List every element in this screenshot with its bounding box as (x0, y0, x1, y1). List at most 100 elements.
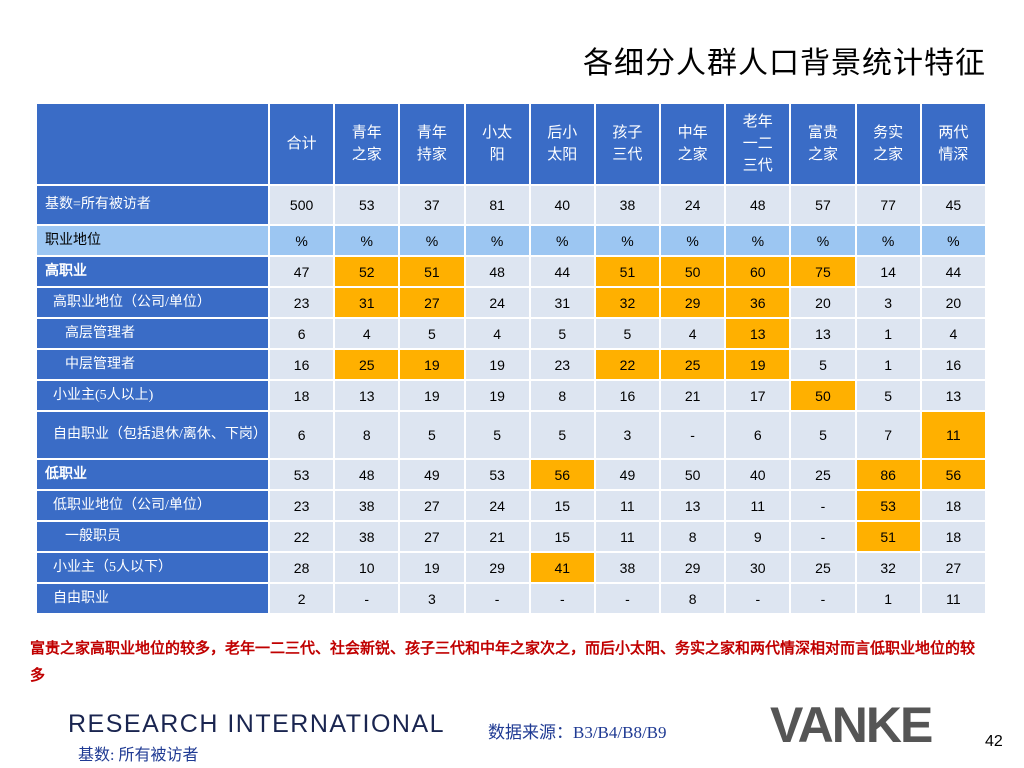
table-cell: 4 (919, 317, 988, 350)
table-cell: 6 (724, 410, 792, 460)
row-label: 小业主（5人以下） (35, 551, 270, 584)
table-cell: 6 (267, 317, 336, 350)
table-cell: 22 (267, 520, 336, 553)
table-cell: 5 (854, 379, 922, 412)
table-cell: 27 (398, 520, 466, 553)
row-label: 自由职业 (35, 582, 270, 615)
table-cell: 51 (854, 520, 922, 553)
table-cell: 2 (267, 582, 336, 615)
column-header: 后小太阳 (528, 102, 596, 186)
table-cell: 15 (528, 489, 596, 522)
table-cell: 1 (854, 582, 922, 615)
table-row: 高层管理者 6 4 5 4 5 5 4 13 13 1 4 (35, 317, 988, 350)
table-cell: % (919, 224, 988, 257)
row-label: 一般职员 (35, 520, 270, 553)
table-cell: 41 (528, 551, 596, 584)
table-cell: 24 (463, 489, 531, 522)
table-cell: 5 (789, 348, 857, 381)
column-header-text: 青年之家 (351, 125, 382, 163)
table-cell: 51 (398, 255, 466, 288)
table-cell: 13 (919, 379, 988, 412)
table-cell: 5 (398, 317, 466, 350)
table-cell: 11 (919, 582, 988, 615)
table-row: 高职业地位（公司/单位） 23 31 27 24 31 32 29 36 20 3 20 (35, 286, 988, 319)
note: 富贵之家高职业地位的较多，老年一二三代、社会新锐、孩子三代和中年之家次之，而后小… (30, 641, 976, 684)
table-cell: 27 (398, 489, 466, 522)
column-header-text: 青年持家 (416, 125, 447, 163)
table-row: 低职业 53 48 49 53 56 49 50 40 25 86 56 (35, 458, 988, 491)
table-cell: 75 (789, 255, 857, 288)
table-cell: 53 (854, 489, 922, 522)
table-cell: % (267, 224, 336, 257)
row-label: 职业地位 (35, 224, 270, 257)
column-header: 务实之家 (854, 102, 922, 186)
table-row: 职业地位%%%%%%%%%%% (35, 224, 988, 257)
table-cell: 23 (528, 348, 596, 381)
table-cell: 27 (398, 286, 466, 319)
table-cell: 13 (789, 317, 857, 350)
table-cell: 81 (463, 184, 531, 226)
row-label: 高职业地位（公司/单位） (35, 286, 270, 319)
table-cell: 24 (463, 286, 531, 319)
table-cell: 16 (919, 348, 988, 381)
table-cell: 44 (528, 255, 596, 288)
table-cell: 13 (659, 489, 727, 522)
company-logo: RESEARCH INTERNATIONAL (68, 710, 446, 738)
column-header-text: 小太阳 (482, 125, 513, 163)
table-cell: - (593, 582, 662, 615)
table-cell: 77 (854, 184, 922, 226)
table-cell: 8 (659, 582, 727, 615)
table-cell: - (333, 582, 401, 615)
table-cell: % (333, 224, 401, 257)
table-cell: % (593, 224, 662, 257)
header-row: 合计 青年之家 青年持家 小太阳 后小太阳 孩子三代 中年之家 老年一二三代 富贵之家 务实之家 两… (35, 102, 988, 186)
table-cell: 25 (789, 551, 857, 584)
table-row: 中层管理者 16 25 19 19 23 22 25 19 5 1 16 (35, 348, 988, 381)
table-cell: 5 (528, 317, 596, 350)
table-cell: 48 (463, 255, 531, 288)
table-cell: 19 (724, 348, 792, 381)
table-cell: 4 (463, 317, 531, 350)
table-cell: 11 (919, 410, 988, 460)
table-cell: 24 (659, 184, 727, 226)
table-cell: 14 (854, 255, 922, 288)
table-cell: 47 (267, 255, 336, 288)
table-cell: 18 (267, 379, 336, 412)
data-table: 合计 青年之家 青年持家 小太阳 后小太阳 孩子三代 中年之家 老年一二三代 富贵之家 务实之家 两… (35, 102, 988, 615)
table-cell: 7 (854, 410, 922, 460)
column-header-text: 后小太阳 (547, 125, 578, 163)
table-cell: % (463, 224, 531, 257)
table-cell: 11 (593, 520, 662, 553)
table-cell: 49 (593, 458, 662, 491)
table-cell: % (789, 224, 857, 257)
page-number: 42 (985, 733, 1003, 750)
table-cell: 38 (593, 551, 662, 584)
table-cell: 9 (724, 520, 792, 553)
table-cell: % (854, 224, 922, 257)
table-cell: 40 (724, 458, 792, 491)
table-cell: 11 (724, 489, 792, 522)
table-cell: 17 (724, 379, 792, 412)
table-cell: 1 (854, 317, 922, 350)
table-cell: 57 (789, 184, 857, 226)
column-header-text: 孩子三代 (612, 125, 643, 163)
table-cell: % (528, 224, 596, 257)
table-cell: 3 (854, 286, 922, 319)
table-cell: - (789, 520, 857, 553)
table-cell: 3 (593, 410, 662, 460)
row-label: 小业主(5人以上) (35, 379, 270, 412)
row-label: 基数=所有被访者 (35, 184, 270, 226)
table-cell: 21 (659, 379, 727, 412)
table-cell: 20 (789, 286, 857, 319)
table-cell: - (528, 582, 596, 615)
table-row: 低职业地位（公司/单位） 23 38 27 24 15 11 13 11-53 18 (35, 489, 988, 522)
table-cell: 50 (659, 255, 727, 288)
column-header: 青年持家 (398, 102, 466, 186)
table-cell: 50 (659, 458, 727, 491)
table-cell: 60 (724, 255, 792, 288)
table-cell: 19 (398, 348, 466, 381)
table-cell: 5 (528, 410, 596, 460)
base-note: 基数: 所有被访者 (78, 747, 199, 764)
table-cell: 4 (333, 317, 401, 350)
